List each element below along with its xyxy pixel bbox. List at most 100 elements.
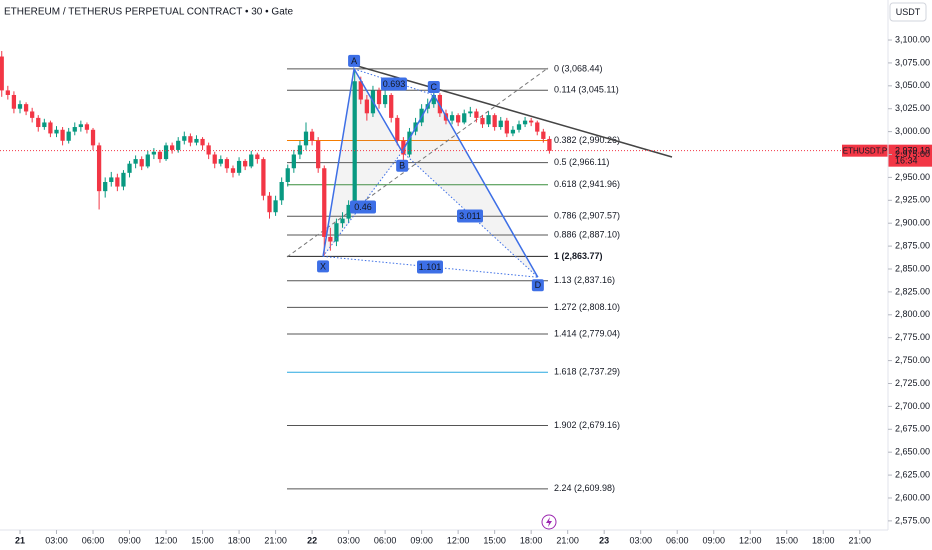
candle-body	[23, 104, 29, 112]
pattern-point-badge	[348, 54, 361, 67]
candle-body	[395, 117, 400, 141]
candle-body	[504, 120, 509, 134]
candle-body	[480, 117, 485, 125]
x-tick-label: 18:00	[520, 535, 543, 545]
y-tick-label: 2,725.00	[895, 378, 930, 388]
ratio-badge	[457, 209, 483, 223]
candle-body	[376, 90, 382, 105]
y-tick-label: 2,775.00	[895, 332, 930, 342]
ratio-badge	[381, 77, 407, 91]
candle-body	[17, 104, 23, 109]
pattern-dotted	[322, 151, 403, 257]
candle-body	[236, 160, 242, 173]
candle-body	[529, 120, 534, 123]
candle-body	[535, 122, 540, 132]
candle-body	[5, 90, 10, 95]
candle-body	[358, 81, 363, 100]
x-tick-label: 06:00	[374, 535, 397, 545]
pattern-triangle	[323, 68, 403, 257]
candle-body	[103, 181, 108, 192]
axes: 3,100.00 3,075.00 3,050.00 3,025.00 3,000.00…	[15, 34, 930, 545]
candle-body	[157, 151, 163, 160]
pattern-point-label: X	[320, 261, 326, 271]
fib-label: 1.13 (2,837.16)	[554, 275, 615, 285]
x-tick-label: 06:00	[666, 535, 689, 545]
candle-body	[170, 145, 175, 150]
pattern-fill	[323, 68, 538, 278]
candle-body	[468, 111, 473, 114]
fib-label: 0.886 (2,887.10)	[554, 229, 620, 239]
event-icon-bolt	[546, 517, 552, 527]
fib-diagonal	[286, 67, 549, 258]
currency-label[interactable]: USDT	[896, 7, 921, 17]
symbol-badge	[842, 144, 888, 157]
candle-body	[194, 138, 199, 143]
candle-body	[462, 113, 467, 123]
pattern-point-label: B	[399, 161, 405, 171]
y-tick-label: 2,650.00	[895, 447, 930, 457]
candle-body	[267, 195, 272, 213]
candle-body	[309, 131, 315, 141]
fib-label: 0.382 (2,990.26)	[554, 135, 620, 145]
countdown-label: 16:34	[895, 156, 918, 166]
fib-label: 0 (3,068.44)	[554, 63, 603, 73]
candle-body	[139, 159, 144, 167]
pattern-point-badge	[531, 279, 544, 292]
ratio-label: 0.693	[383, 79, 406, 89]
candle-body	[218, 159, 223, 164]
y-tick-label: 3,050.00	[895, 80, 930, 90]
fib-label: 2.24 (2,609.98)	[554, 483, 615, 493]
x-tick-label: 09:00	[702, 535, 725, 545]
ratio-badge	[350, 200, 376, 214]
y-tick-label: 3,075.00	[895, 57, 930, 67]
chart-title: ETHEREUM / TETHERUS PERPETUAL CONTRACT •…	[4, 7, 294, 18]
x-tick-label: 18:00	[228, 535, 251, 545]
candle-body	[90, 129, 96, 146]
candle-body	[322, 168, 327, 237]
candle-body	[163, 145, 169, 160]
y-tick-label: 2,875.00	[895, 240, 930, 250]
fib-label: 0.786 (2,907.57)	[554, 211, 620, 221]
x-tick-label: 09:00	[410, 535, 433, 545]
candle-body	[11, 94, 17, 109]
x-tick-label: 12:00	[739, 535, 762, 545]
candle-body	[364, 99, 369, 114]
candle-body	[121, 172, 126, 187]
x-tick-label: 21:00	[849, 535, 872, 545]
x-tick-label: 12:00	[155, 535, 178, 545]
pattern-point-badge	[317, 260, 330, 273]
y-tick-label: 2,675.00	[895, 424, 930, 434]
candle-body	[547, 138, 552, 151]
x-tick-label: 03:00	[337, 535, 360, 545]
x-tick-label: 22	[307, 535, 317, 545]
ratio-badge	[417, 260, 443, 274]
y-tick-label: 2,925.00	[895, 195, 930, 205]
x-tick-label: 18:00	[812, 535, 835, 545]
candle-body	[382, 94, 388, 105]
last-price-label: 2,979.19	[895, 146, 930, 156]
y-tick-label: 2,700.00	[895, 401, 930, 411]
pattern-point-badge	[396, 159, 409, 172]
candle-body	[60, 129, 65, 141]
candle-body	[66, 131, 71, 141]
x-tick-label: 15:00	[191, 535, 214, 545]
pattern-point-badge	[427, 80, 440, 93]
candle-body	[279, 181, 284, 201]
harmonic-pattern: X A B C D 0.693 0.46 3.011 1.101	[317, 54, 544, 292]
y-tick-label: 3,025.00	[895, 103, 930, 113]
candle-body	[96, 145, 102, 192]
x-tick-label: 21:00	[264, 535, 287, 545]
candle-body	[182, 136, 187, 141]
last-price-badge	[888, 144, 932, 167]
candle-body	[474, 111, 479, 118]
currency-button[interactable]	[889, 2, 927, 22]
candle-body	[0, 56, 4, 91]
candle-body	[261, 159, 266, 196]
candle-body	[303, 131, 309, 146]
candle-body	[145, 154, 150, 167]
candle-body	[133, 159, 138, 164]
candle-body	[498, 120, 503, 128]
y-tick-label: 3,000.00	[895, 126, 930, 136]
candle-body	[389, 94, 394, 118]
